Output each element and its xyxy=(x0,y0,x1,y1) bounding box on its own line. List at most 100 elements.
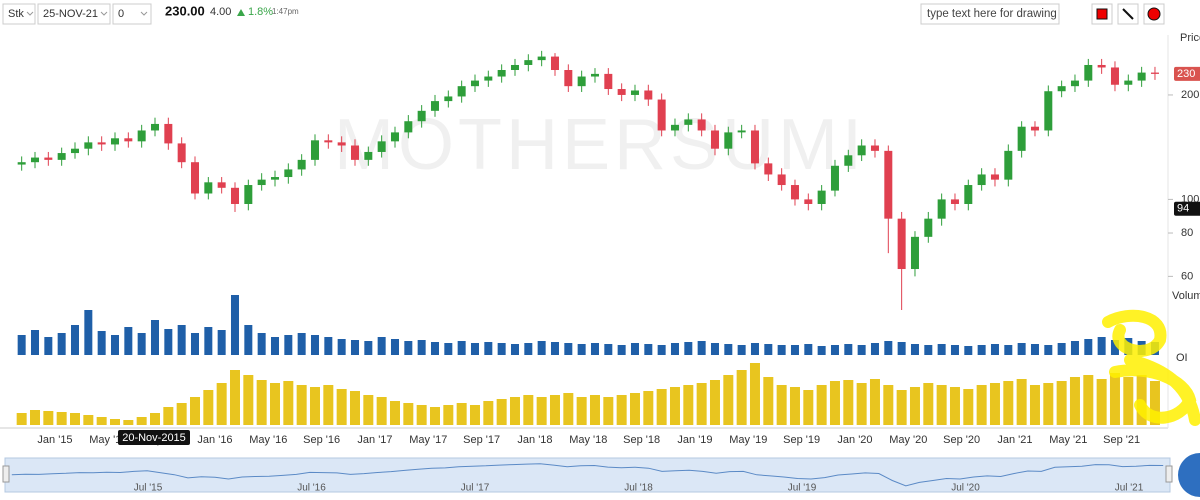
draw-text-input[interactable] xyxy=(920,3,1060,25)
up-arrow xyxy=(237,9,245,16)
candle-body xyxy=(670,124,679,131)
candle-body xyxy=(577,76,586,87)
oi-bar xyxy=(256,380,267,425)
candle-body xyxy=(524,60,533,65)
candle-body xyxy=(630,90,639,95)
navigator-label: Jul '21 xyxy=(1115,483,1144,494)
candle-body xyxy=(84,142,93,149)
price-change: 4.00 xyxy=(210,6,231,18)
date-select[interactable] xyxy=(37,3,111,25)
chevron xyxy=(26,11,34,16)
candle-body xyxy=(1150,72,1159,74)
x-tick-label: May '15 xyxy=(89,434,127,446)
oi-bar xyxy=(709,380,720,425)
rect-tool-icon xyxy=(1096,8,1108,20)
navigator-handle[interactable] xyxy=(2,465,10,483)
volume-bar xyxy=(44,337,53,355)
oi-bar xyxy=(949,387,960,425)
candle-body xyxy=(17,162,26,165)
candle-body xyxy=(1004,150,1013,180)
volume-bar xyxy=(470,343,479,355)
x-tick-label: May '18 xyxy=(569,434,607,446)
x-tick-label: Jan '21 xyxy=(997,434,1032,446)
last-price-label: 230 xyxy=(1177,68,1195,80)
candle-body xyxy=(870,145,879,151)
candle-body xyxy=(177,143,186,163)
candle-body xyxy=(790,185,799,200)
oi-bar xyxy=(1123,377,1134,425)
oi-bar xyxy=(669,387,680,425)
volume-bar xyxy=(1097,337,1106,355)
draw-text-placeholder: type text here for drawing xyxy=(927,8,1057,20)
navigator-label: Jul '18 xyxy=(624,483,653,494)
candle-body xyxy=(644,90,653,100)
oi-bar xyxy=(963,389,974,425)
last-time: 1:47pm xyxy=(272,7,299,16)
candle-body xyxy=(417,110,426,122)
oi-bar xyxy=(1083,375,1094,425)
date-select-text: 25-NOV-21 xyxy=(43,8,98,20)
candle-body xyxy=(710,130,719,149)
candle-body xyxy=(737,130,746,133)
volume-bar xyxy=(537,341,546,355)
x-tick-label: Sep '19 xyxy=(783,434,820,446)
volume-bar xyxy=(564,343,573,355)
volume-bar xyxy=(110,335,119,355)
navigator-handle[interactable] xyxy=(1165,465,1173,483)
volume-bar xyxy=(270,337,279,355)
oi-bar xyxy=(229,370,240,425)
oi-bar xyxy=(683,385,694,425)
volume-bar xyxy=(630,343,639,355)
volume-bar xyxy=(124,327,133,355)
oi-bar xyxy=(629,393,640,425)
chat-button[interactable] xyxy=(1178,453,1200,497)
oi-bar xyxy=(163,407,174,425)
price-axis-title: Price xyxy=(1180,32,1200,44)
type-select[interactable] xyxy=(2,3,36,25)
oi-bar xyxy=(443,405,454,425)
candle-body xyxy=(617,89,626,95)
navigator-label: Jul '15 xyxy=(134,483,163,494)
candle-body xyxy=(950,199,959,204)
oi-bar xyxy=(643,391,654,425)
candle-body xyxy=(817,190,826,204)
volume-bar xyxy=(644,344,653,355)
option-select[interactable] xyxy=(112,3,152,25)
oi-bar xyxy=(336,389,347,425)
oi-bar xyxy=(789,387,800,425)
volume-bar xyxy=(377,337,386,355)
volume-bar xyxy=(217,330,226,355)
volume-bar xyxy=(84,310,93,355)
navigator[interactable] xyxy=(4,457,1171,493)
candle-body xyxy=(684,119,693,125)
candle-body xyxy=(990,174,999,180)
oi-bar xyxy=(736,370,747,425)
volume-bar xyxy=(550,342,559,355)
oi-bar xyxy=(589,395,600,425)
oi-bar xyxy=(1043,383,1054,425)
candle-body xyxy=(910,236,919,270)
crosshair-date-badge xyxy=(118,430,190,445)
oi-bar xyxy=(856,383,867,425)
volume-bar xyxy=(70,325,79,355)
volume-bar xyxy=(1084,339,1093,355)
oi-bar xyxy=(616,395,627,425)
candle-body xyxy=(444,96,453,102)
volume-bar xyxy=(830,345,839,355)
oi-bar xyxy=(123,420,134,425)
navigator-label: Jul '16 xyxy=(297,483,326,494)
oi-bar xyxy=(309,387,320,425)
volume-bar xyxy=(790,345,799,355)
oi-bar xyxy=(389,401,400,425)
volume-bar xyxy=(524,343,533,355)
candle-body xyxy=(70,148,79,154)
volume-bar xyxy=(604,344,613,355)
oi-bar xyxy=(29,410,40,425)
oi-bar xyxy=(883,385,894,425)
candle-body xyxy=(270,177,279,180)
volume-bar xyxy=(164,329,173,355)
volume-bar xyxy=(924,345,933,355)
oi-bar xyxy=(403,403,414,425)
volume-bar xyxy=(484,342,493,355)
x-tick-label: May '21 xyxy=(1049,434,1087,446)
